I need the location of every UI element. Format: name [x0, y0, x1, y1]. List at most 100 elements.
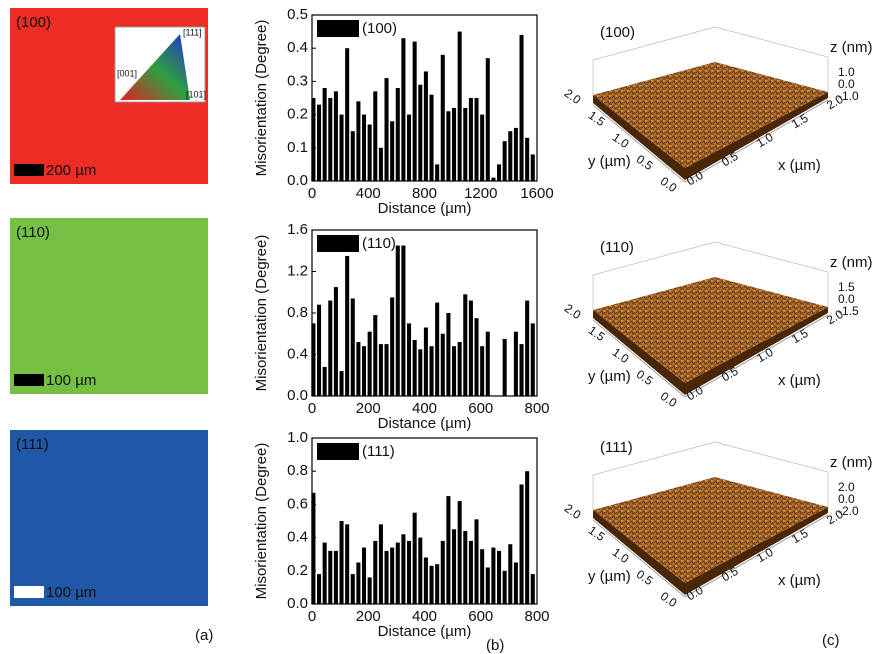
bar — [497, 164, 502, 181]
bar — [401, 245, 406, 396]
scale-bar-label: 100 µm — [46, 584, 96, 601]
y-tick-label: 2.0 — [562, 86, 584, 107]
ipf-label: [001] — [117, 68, 137, 78]
bar — [395, 88, 400, 181]
x-axis-label: Distance (µm) — [378, 200, 472, 217]
bar — [311, 492, 316, 604]
bar — [367, 577, 372, 604]
bar — [350, 298, 355, 396]
y-tick-label: 0.6 — [287, 495, 308, 512]
bar — [525, 471, 530, 604]
bar — [356, 342, 361, 396]
y-tick-label: 1.0 — [610, 345, 632, 366]
z-tick-label: 0.0 — [838, 492, 855, 506]
bar — [350, 574, 355, 604]
x-axis-label: x (µm) — [778, 157, 821, 174]
bar — [373, 91, 378, 181]
bar — [423, 327, 428, 396]
bar — [339, 371, 344, 396]
bar — [339, 114, 344, 181]
map-label: (110) — [16, 224, 50, 241]
bar — [485, 567, 490, 604]
z-axis-label: z (nm) — [830, 254, 873, 271]
bar — [328, 300, 333, 396]
bar — [412, 512, 417, 604]
bar — [497, 550, 502, 604]
y-tick-label: 0.5 — [287, 6, 308, 23]
legend-swatch — [317, 443, 359, 460]
y-tick-label: 0.2 — [287, 106, 308, 123]
map-label: (100) — [16, 14, 51, 31]
bar — [390, 121, 395, 181]
panel-letter: (b) — [486, 637, 504, 654]
bar — [407, 323, 412, 396]
y-tick-label: 1.2 — [287, 262, 308, 279]
bar — [508, 544, 513, 604]
bar — [378, 524, 383, 604]
z-tick-label: -1.5 — [838, 304, 859, 318]
y-tick-label: 0.0 — [287, 387, 308, 404]
scale-bar-label: 200 µm — [46, 162, 96, 179]
x-tick-label: 400 — [412, 608, 437, 625]
bar — [333, 91, 338, 181]
bar — [339, 521, 344, 604]
y-tick-label: 0.8 — [287, 462, 308, 479]
z-tick-label: -2.0 — [838, 504, 859, 518]
bar — [446, 111, 451, 181]
bar — [429, 565, 434, 604]
bar — [356, 101, 361, 181]
bar — [345, 524, 350, 604]
y-tick-label: 1.6 — [287, 221, 308, 238]
y-tick-label: 0.2 — [287, 562, 308, 579]
bar — [401, 38, 406, 181]
surface-label: (110) — [600, 239, 634, 256]
bar — [317, 574, 322, 604]
x-tick-label: 600 — [468, 400, 493, 417]
y-axis-label: y (µm) — [588, 153, 631, 170]
z-tick-label: 1.0 — [838, 65, 855, 79]
bar — [485, 331, 490, 396]
surface — [593, 477, 828, 583]
scale-bar-label: 100 µm — [46, 372, 96, 389]
bar — [367, 331, 372, 396]
z-tick-label: 2.0 — [838, 480, 855, 494]
box-back — [592, 241, 829, 310]
bar — [452, 346, 457, 396]
bar — [452, 529, 457, 604]
bar — [395, 542, 400, 604]
bar — [322, 366, 327, 396]
y-axis-label: Misorientation (Degree) — [253, 443, 270, 600]
ipf-label: [101] — [186, 89, 206, 99]
bar — [474, 519, 479, 604]
x-tick-label: 400 — [412, 400, 437, 417]
bar — [480, 114, 485, 181]
y-tick-label: 0.8 — [287, 304, 308, 321]
x-tick-label: 1200 — [464, 185, 497, 202]
bar — [367, 124, 372, 181]
bar — [345, 48, 350, 182]
y-tick-label: 0.4 — [287, 345, 308, 362]
y-axis-label: y (µm) — [588, 568, 631, 585]
legend-swatch — [317, 235, 359, 252]
bar — [362, 114, 367, 181]
surface — [593, 277, 828, 383]
x-axis-label: Distance (µm) — [378, 415, 472, 432]
bar — [412, 41, 417, 182]
y-tick-label: 0.0 — [287, 172, 308, 189]
surface-side — [593, 307, 828, 395]
bar — [317, 104, 322, 181]
bar — [435, 302, 440, 396]
legend-label: (100) — [362, 20, 397, 37]
bar — [502, 570, 507, 604]
box-front — [592, 314, 829, 398]
bar — [378, 344, 383, 396]
y-tick-label: 0.0 — [658, 589, 680, 610]
y-tick-label: 2.0 — [562, 501, 584, 522]
x-axis-label: x (µm) — [778, 572, 821, 589]
bar — [423, 557, 428, 604]
bar — [530, 154, 535, 181]
bar — [395, 245, 400, 396]
bar — [311, 98, 316, 181]
bar — [317, 304, 322, 396]
